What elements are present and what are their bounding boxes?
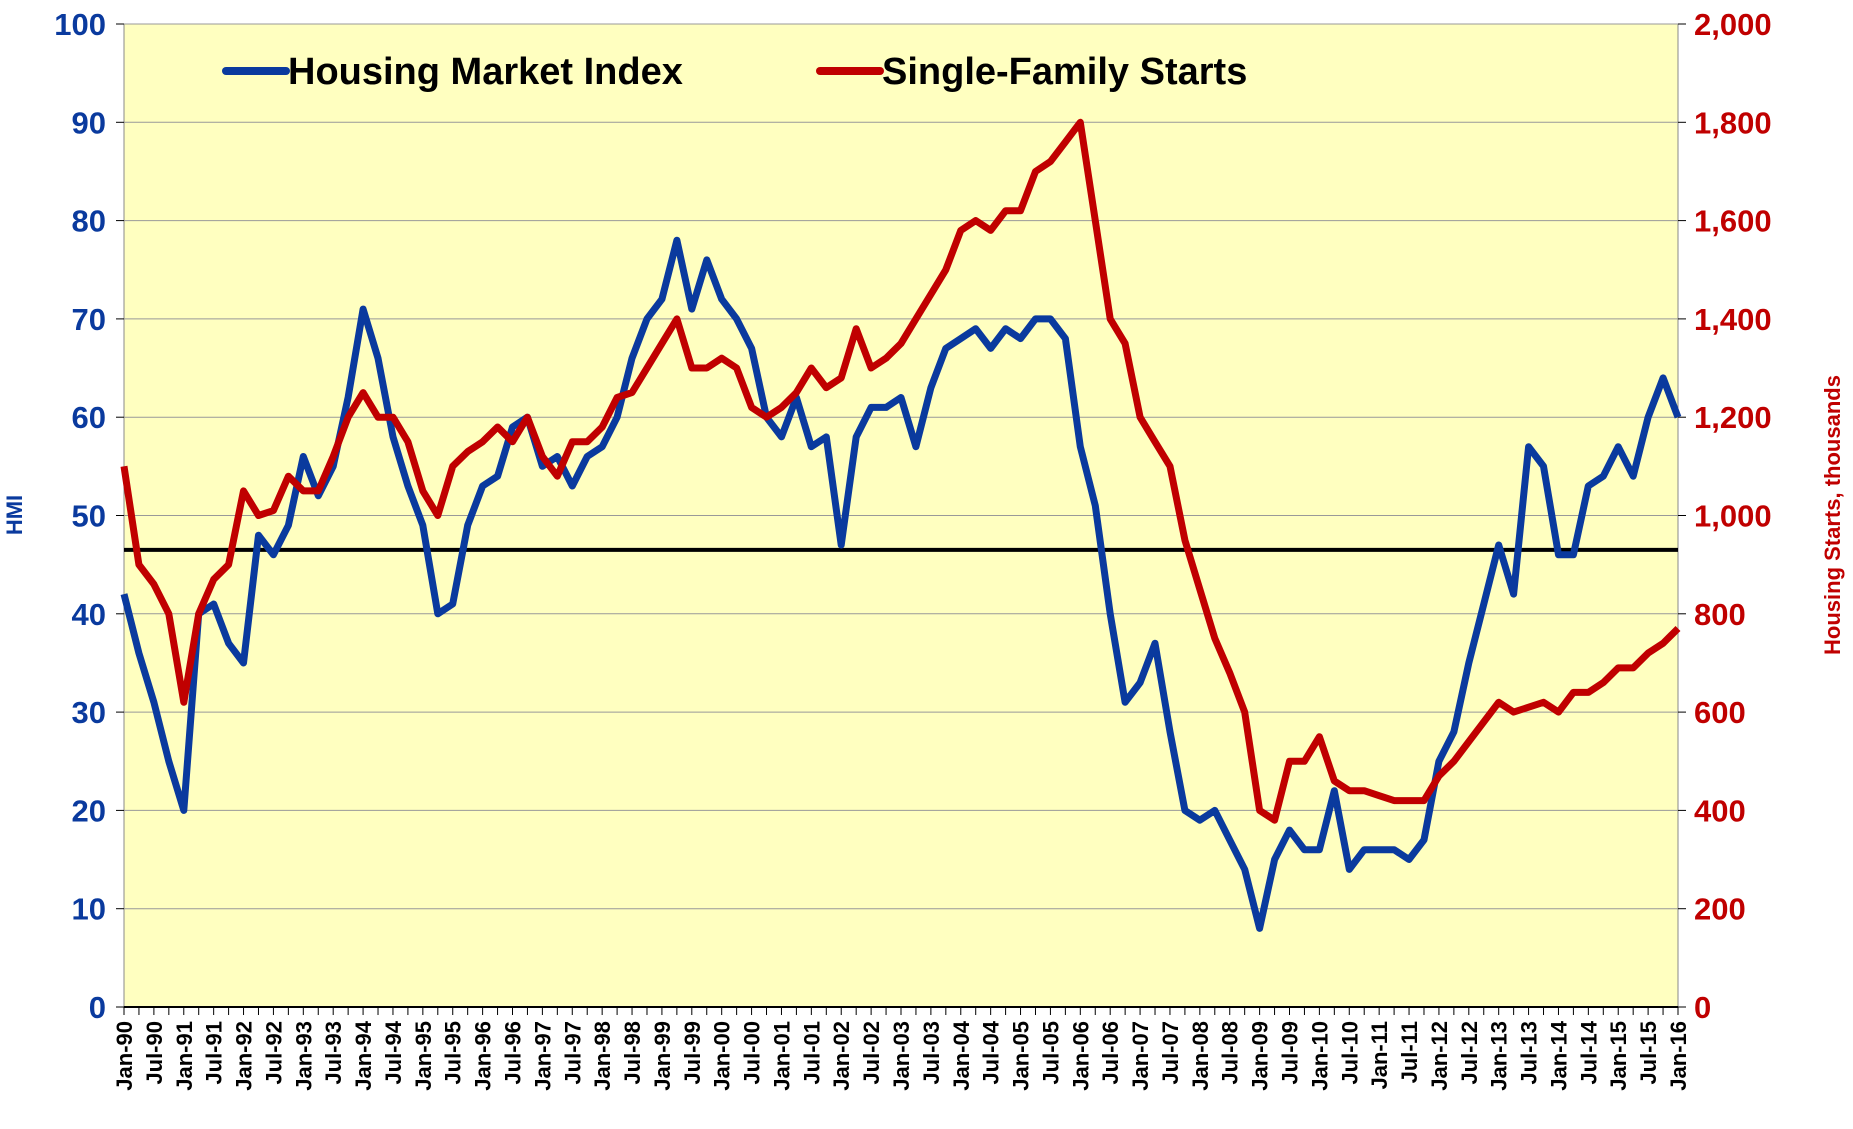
y-tick-label: 10 (72, 892, 106, 927)
x-tick-label: Jan-91 (172, 1021, 197, 1091)
x-tick-label: Jan-98 (590, 1021, 615, 1091)
x-tick-label: Jan-95 (411, 1021, 436, 1091)
x-tick-label: Jan-05 (1009, 1021, 1034, 1091)
x-tick-label: Jan-93 (291, 1021, 316, 1091)
x-tick-label: Jan-00 (710, 1021, 735, 1091)
x-tick-label: Jul-95 (441, 1021, 466, 1085)
x-tick-label: Jan-06 (1068, 1021, 1093, 1091)
y-tick-label: 30 (72, 695, 106, 730)
series-line (120, 118, 1681, 824)
x-tick-label: Jan-15 (1606, 1021, 1631, 1091)
x-tick-label: Jul-96 (501, 1021, 526, 1085)
x-tick-label: Jul-01 (799, 1021, 824, 1085)
y-tick-label: 80 (72, 204, 106, 239)
x-tick-label: Jul-09 (1278, 1021, 1303, 1085)
x-tick-label: Jul-14 (1576, 1020, 1601, 1084)
y2-tick-label: 600 (1694, 695, 1746, 730)
series-line (120, 236, 1682, 932)
x-tick-label: Jul-08 (1218, 1021, 1243, 1085)
x-tick-label: Jan-02 (829, 1021, 854, 1091)
x-tick-label: Jan-14 (1546, 1020, 1571, 1090)
x-tick-label: Jul-03 (919, 1021, 944, 1085)
y2-tick-label: 2,000 (1694, 7, 1772, 42)
x-tick-label: Jul-04 (979, 1020, 1004, 1084)
x-tick-label: Jul-06 (1098, 1021, 1123, 1085)
x-tick-label: Jul-90 (142, 1021, 167, 1085)
y-tick-label: 40 (72, 597, 106, 632)
x-tick-label: Jul-11 (1397, 1021, 1422, 1083)
x-tick-label: Jul-97 (560, 1021, 585, 1085)
legend-label: Single-Family Starts (882, 51, 1247, 93)
y-tick-label: 0 (89, 990, 106, 1025)
x-tick-label: Jul-94 (381, 1020, 406, 1084)
x-tick-label: Jan-12 (1427, 1021, 1452, 1091)
y-tick-label: 90 (72, 105, 106, 140)
x-tick-label: Jul-02 (859, 1021, 884, 1085)
x-tick-label: Jan-16 (1666, 1021, 1691, 1091)
y2-tick-label: 1,800 (1694, 105, 1772, 140)
y-tick-label: 100 (54, 7, 106, 42)
y2-tick-label: 1,000 (1694, 499, 1772, 534)
y-tick-label: 50 (72, 499, 106, 534)
x-tick-label: Jan-04 (949, 1020, 974, 1090)
x-tick-label: Jan-99 (650, 1021, 675, 1091)
x-tick-label: Jan-09 (1248, 1021, 1273, 1091)
x-tick-label: Jan-10 (1307, 1021, 1332, 1091)
y-axis-label: HMI (2, 495, 27, 535)
x-tick-label: Jan-96 (471, 1021, 496, 1091)
y2-tick-label: 0 (1694, 990, 1711, 1025)
y2-tick-label: 200 (1694, 892, 1746, 927)
x-tick-label: Jan-97 (530, 1021, 555, 1091)
y2-tick-label: 1,400 (1694, 302, 1772, 337)
x-tick-label: Jan-13 (1487, 1021, 1512, 1091)
x-tick-label: Jul-07 (1158, 1021, 1183, 1085)
x-tick-label: Jul-91 (202, 1021, 227, 1085)
x-tick-label: Jul-98 (620, 1021, 645, 1085)
y2-tick-label: 400 (1694, 793, 1746, 828)
x-tick-label: Jan-92 (232, 1021, 257, 1091)
x-tick-label: Jul-92 (261, 1021, 286, 1085)
x-tick-label: Jan-94 (351, 1020, 376, 1090)
x-tick-label: Jan-11 (1367, 1021, 1392, 1090)
x-tick-label: Jan-90 (112, 1021, 137, 1091)
y2-tick-label: 800 (1694, 597, 1746, 632)
y2-tick-label: 1,600 (1694, 204, 1772, 239)
legend-label: Housing Market Index (288, 51, 683, 93)
x-tick-label: Jul-00 (740, 1021, 765, 1085)
x-tick-label: Jul-12 (1457, 1021, 1482, 1085)
x-tick-label: Jan-07 (1128, 1021, 1153, 1091)
x-tick-label: Jul-93 (321, 1021, 346, 1085)
y-tick-label: 70 (72, 302, 106, 337)
x-tick-label: Jul-15 (1636, 1021, 1661, 1085)
x-tick-label: Jul-05 (1038, 1021, 1063, 1085)
x-tick-label: Jan-08 (1188, 1021, 1213, 1091)
x-tick-label: Jan-01 (769, 1021, 794, 1091)
y-tick-label: 20 (72, 793, 106, 828)
y2-axis-label: Housing Starts, thousands (1820, 375, 1845, 655)
x-tick-label: Jan-03 (889, 1021, 914, 1091)
y2-tick-label: 1,200 (1694, 400, 1772, 435)
x-tick-label: Jul-13 (1517, 1021, 1542, 1085)
x-tick-label: Jul-10 (1337, 1021, 1362, 1085)
y-tick-label: 60 (72, 400, 106, 435)
x-tick-label: Jul-99 (680, 1021, 705, 1085)
